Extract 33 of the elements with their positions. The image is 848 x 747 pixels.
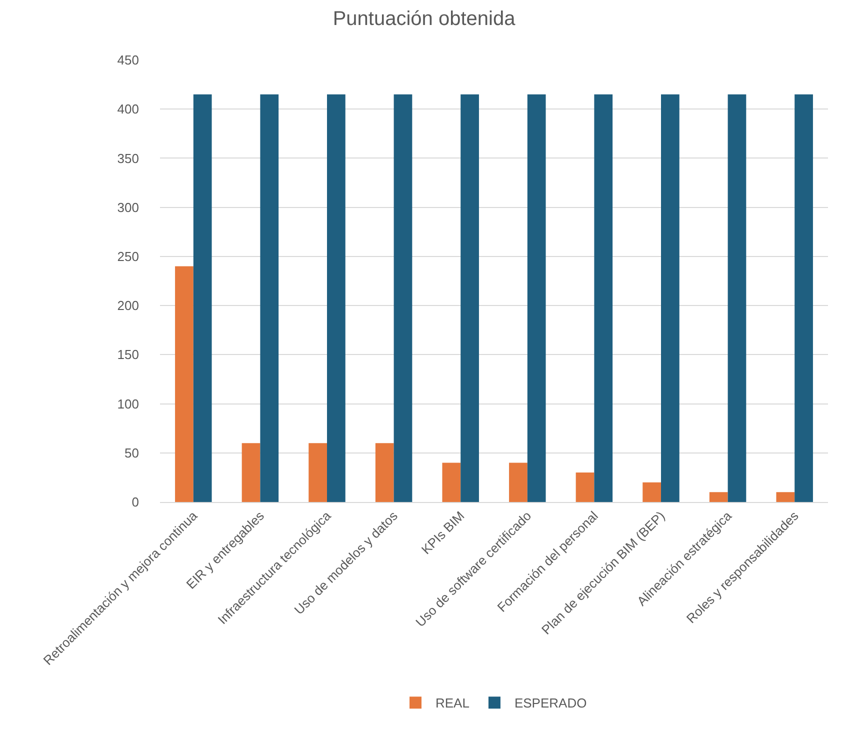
y-tick-label: 450 (117, 52, 139, 68)
bar (728, 94, 746, 502)
y-tick-label: 50 (124, 445, 139, 460)
bar (175, 266, 194, 502)
bar (709, 492, 728, 502)
bar (193, 94, 212, 502)
bar (642, 482, 661, 502)
bar (327, 94, 346, 502)
y-tick-label: 150 (117, 347, 139, 362)
y-tick-label: 350 (117, 150, 139, 166)
y-tick-label: 0 (132, 494, 139, 510)
y-tick-label: 200 (117, 298, 139, 314)
bar (509, 462, 528, 502)
bar (442, 462, 461, 502)
bar (527, 94, 546, 502)
legend-label: ESPERADO (514, 696, 587, 711)
bar (308, 443, 327, 502)
bar (394, 94, 412, 502)
bar (375, 443, 394, 502)
bar (260, 94, 279, 502)
y-tick-label: 100 (117, 396, 139, 412)
chart-title: Puntuación obtenida (332, 8, 516, 30)
bar (242, 443, 260, 502)
bar (594, 94, 613, 502)
y-tick-label: 250 (117, 248, 139, 264)
bar (794, 94, 813, 502)
bar (576, 472, 594, 502)
bar (460, 94, 479, 502)
legend-label: REAL (436, 696, 470, 711)
bar (661, 94, 680, 502)
y-tick-label: 300 (117, 200, 139, 215)
y-tick-label: 400 (117, 102, 139, 117)
bar (776, 492, 795, 502)
